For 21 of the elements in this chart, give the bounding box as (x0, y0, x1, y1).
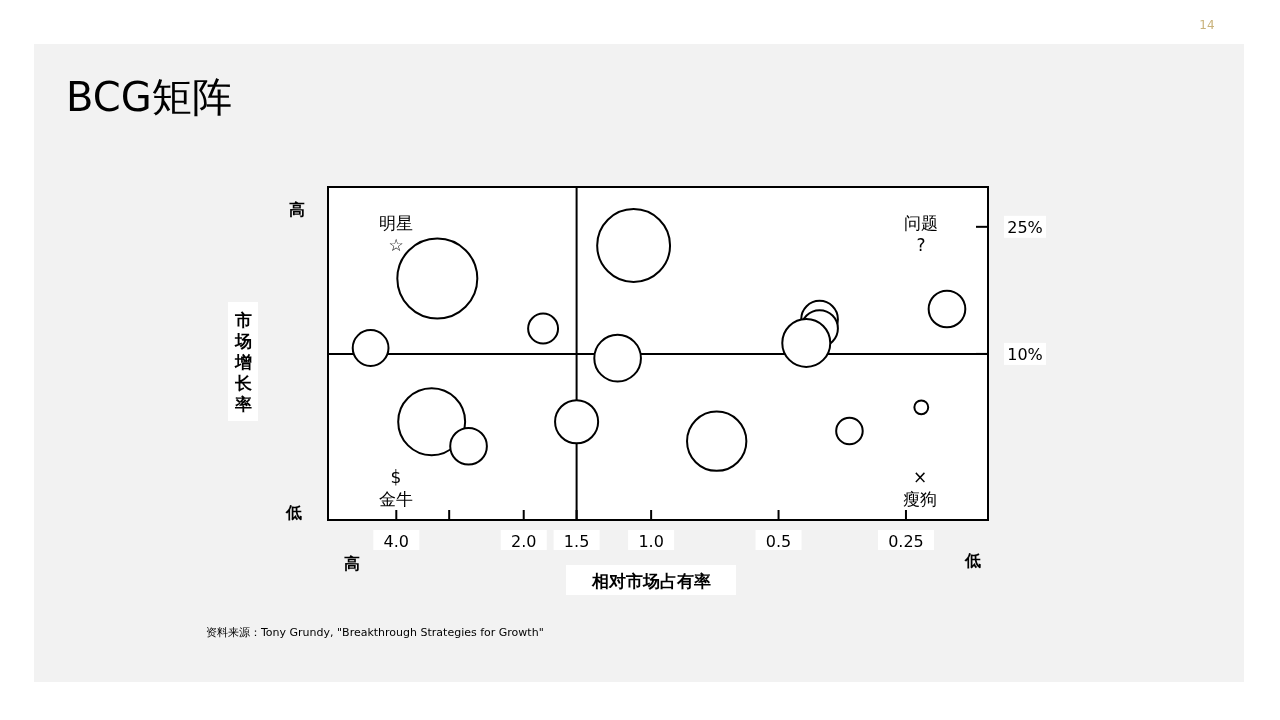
annotation: 问题 ? (904, 213, 938, 255)
x-tick-label: 4.0 (383, 532, 410, 551)
text: 高 (344, 554, 360, 573)
y-tick-label: 25% (1007, 217, 1043, 237)
y-tick-label: 10% (1007, 344, 1043, 364)
text: 低 (964, 551, 981, 570)
x-tick-label: 2.0 (510, 532, 537, 551)
text: 资料来源：Tony Grundy, "Breakthrough Strategies for Growth" (206, 626, 544, 639)
text: 低 (285, 503, 302, 522)
x-tick-label: 0.5 (765, 532, 792, 551)
text: 高 (289, 200, 305, 219)
x-tick-label: 1.0 (638, 532, 664, 551)
y-axis-title: 市场增长率 (233, 310, 253, 414)
x-tick-label: 1.5 (563, 532, 590, 551)
x-axis-title: 相对市场占有率 (590, 571, 711, 591)
text: 14 (1199, 18, 1215, 32)
annotation: × 瘦狗 (903, 467, 937, 509)
x-tick-label: 0.25 (888, 532, 924, 551)
chart-title: BCG矩阵 (66, 74, 232, 120)
annotation: $ 金牛 (379, 467, 413, 509)
annotation: 明星 ☆ (379, 213, 413, 255)
